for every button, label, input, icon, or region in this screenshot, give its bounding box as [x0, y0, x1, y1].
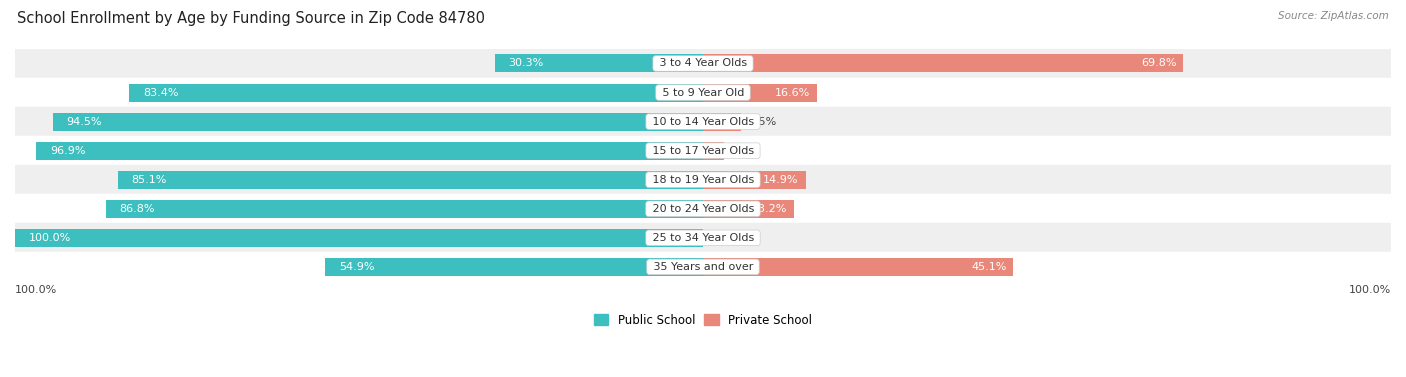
Bar	[53, 113, 703, 130]
Bar	[703, 200, 794, 218]
Bar	[15, 49, 1391, 78]
Bar	[15, 107, 1391, 136]
Bar	[15, 223, 1391, 252]
Text: 35 Years and over: 35 Years and over	[650, 262, 756, 272]
Bar	[325, 258, 703, 276]
Text: 83.4%: 83.4%	[143, 87, 179, 98]
Text: 10 to 14 Year Olds: 10 to 14 Year Olds	[648, 116, 758, 127]
Text: 15 to 17 Year Olds: 15 to 17 Year Olds	[648, 146, 758, 156]
Bar	[703, 84, 817, 101]
Text: 3 to 4 Year Olds: 3 to 4 Year Olds	[655, 58, 751, 69]
Bar	[15, 78, 1391, 107]
Text: 5.5%: 5.5%	[748, 116, 776, 127]
Text: 13.2%: 13.2%	[752, 204, 787, 214]
Text: 86.8%: 86.8%	[120, 204, 155, 214]
Text: 0.0%: 0.0%	[710, 233, 738, 243]
Bar	[495, 54, 703, 72]
Text: 85.1%: 85.1%	[131, 175, 167, 185]
Text: 54.9%: 54.9%	[339, 262, 374, 272]
Bar	[15, 136, 1391, 165]
Text: 14.9%: 14.9%	[763, 175, 799, 185]
Text: 20 to 24 Year Olds: 20 to 24 Year Olds	[648, 204, 758, 214]
Text: 3.1%: 3.1%	[731, 146, 759, 156]
Text: 30.3%: 30.3%	[509, 58, 544, 69]
Bar	[703, 258, 1014, 276]
Bar	[129, 84, 703, 101]
Text: 100.0%: 100.0%	[28, 233, 72, 243]
Bar	[703, 54, 1184, 72]
Text: 69.8%: 69.8%	[1140, 58, 1177, 69]
Text: Source: ZipAtlas.com: Source: ZipAtlas.com	[1278, 11, 1389, 21]
Bar	[15, 229, 703, 247]
Bar	[105, 200, 703, 218]
Bar	[15, 194, 1391, 223]
Legend: Public School, Private School: Public School, Private School	[593, 314, 813, 326]
Text: 16.6%: 16.6%	[775, 87, 810, 98]
Text: 5 to 9 Year Old: 5 to 9 Year Old	[658, 87, 748, 98]
Bar	[37, 142, 703, 159]
Text: 100.0%: 100.0%	[15, 285, 58, 295]
Text: 25 to 34 Year Olds: 25 to 34 Year Olds	[648, 233, 758, 243]
Text: 18 to 19 Year Olds: 18 to 19 Year Olds	[648, 175, 758, 185]
Bar	[703, 142, 724, 159]
Text: 96.9%: 96.9%	[51, 146, 86, 156]
Text: 100.0%: 100.0%	[1348, 285, 1391, 295]
Bar	[118, 171, 703, 189]
Text: 45.1%: 45.1%	[972, 262, 1007, 272]
Bar	[703, 171, 806, 189]
Bar	[15, 252, 1391, 281]
Bar	[15, 165, 1391, 194]
Text: School Enrollment by Age by Funding Source in Zip Code 84780: School Enrollment by Age by Funding Sour…	[17, 11, 485, 26]
Text: 94.5%: 94.5%	[66, 116, 103, 127]
Bar	[703, 113, 741, 130]
